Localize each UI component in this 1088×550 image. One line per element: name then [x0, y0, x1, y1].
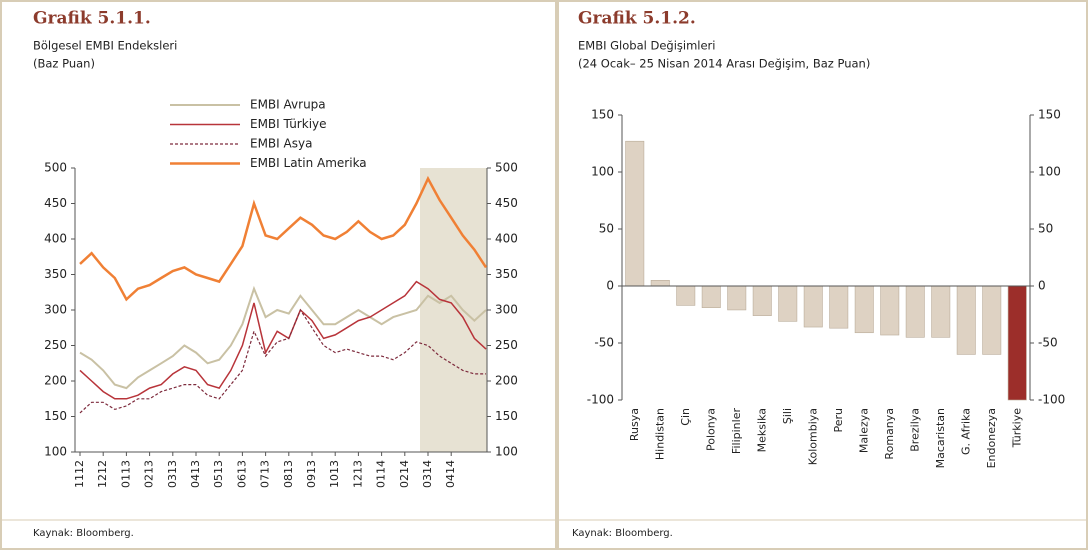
chart-title: Grafik 5.1.2.: [578, 9, 696, 29]
y2-tick-label: 100: [495, 445, 518, 459]
y-tick-label: 350: [44, 267, 67, 281]
y2-tick-label: 350: [495, 267, 518, 281]
series-line: [79, 280, 487, 400]
bar: [752, 285, 772, 316]
bar: [982, 285, 1002, 355]
x-tick-label: Polonya: [704, 408, 717, 451]
bar: [931, 285, 951, 338]
x-tick-label: 0613: [235, 460, 248, 488]
x-tick-label: 0414: [444, 460, 457, 488]
unit-note: (24 Ocak– 25 Nisan 2014 Arası Değişim, B…: [578, 57, 870, 71]
bar: [1007, 285, 1027, 401]
x-tick-label: 0313: [166, 460, 179, 488]
y-tick-label: 250: [44, 338, 67, 352]
x-tick-label: 1112: [73, 460, 86, 488]
source-note: Kaynak: Bloomberg.: [33, 528, 134, 539]
x-tick-label: Çin: [679, 408, 692, 426]
bar: [701, 285, 721, 308]
source-note: Kaynak: Bloomberg.: [572, 528, 673, 539]
y2-tick-label: -100: [1038, 393, 1065, 407]
y-tick-label: -100: [587, 393, 614, 407]
y2-tick-label: 50: [1038, 222, 1053, 236]
chart-title: Grafik 5.1.1.: [33, 9, 151, 29]
legend-label: EMBI Türkiye: [250, 117, 327, 131]
y-tick-label: 300: [44, 303, 67, 317]
y-tick-label: 0: [606, 279, 614, 293]
legend-label: EMBI Latin Amerika: [250, 156, 367, 170]
x-tick-label: Peru: [832, 408, 845, 433]
x-tick-label: 0813: [282, 460, 295, 488]
x-tick-label: Şili: [781, 408, 794, 424]
x-tick-label: 0713: [259, 460, 272, 488]
x-tick-label: 1013: [328, 460, 341, 488]
y2-tick-label: 200: [495, 374, 518, 388]
x-tick-label: Filipinler: [730, 408, 743, 455]
x-tick-label: Romanya: [883, 408, 896, 460]
y2-tick-label: 250: [495, 338, 518, 352]
bar: [854, 285, 874, 334]
x-tick-label: Macaristan: [934, 408, 947, 468]
y-tick-label: 200: [44, 374, 67, 388]
x-tick-label: Kolombiya: [806, 408, 819, 465]
x-tick-label: 0213: [143, 460, 156, 488]
y2-tick-label: 0: [1038, 279, 1046, 293]
bar: [905, 285, 925, 338]
bar: [829, 285, 849, 329]
bar: [676, 285, 696, 306]
y2-tick-label: 450: [495, 196, 518, 210]
series-line: [79, 308, 486, 414]
bar: [880, 285, 900, 336]
bar: [727, 285, 747, 311]
x-tick-label: Türkiye: [1010, 408, 1023, 449]
series-line: [79, 285, 487, 390]
y-tick-label: 150: [44, 409, 67, 423]
legend-label: EMBI Avrupa: [250, 98, 326, 112]
bar: [778, 285, 798, 322]
x-tick-label: 1213: [351, 460, 364, 488]
y2-tick-label: 150: [1038, 108, 1061, 122]
x-tick-label: 1212: [96, 460, 109, 488]
bar: [956, 285, 976, 355]
y-tick-label: 50: [599, 222, 614, 236]
y2-tick-label: 400: [495, 232, 518, 246]
y-tick-label: 400: [44, 232, 67, 246]
x-tick-label: 0114: [375, 460, 388, 488]
bar: [625, 140, 645, 287]
y2-tick-label: 100: [1038, 165, 1061, 179]
y-tick-label: 500: [44, 161, 67, 175]
x-tick-label: 0214: [398, 460, 411, 488]
x-tick-label: Malezya: [857, 408, 870, 453]
bar: [803, 285, 823, 328]
x-tick-label: Rusya: [628, 408, 641, 441]
bar: [650, 279, 670, 287]
x-tick-label: Meksika: [755, 408, 768, 452]
y-tick-label: 450: [44, 196, 67, 210]
highlight-period: [420, 168, 487, 452]
x-tick-label: 0913: [305, 460, 318, 488]
y2-tick-label: 300: [495, 303, 518, 317]
y-tick-label: 100: [44, 445, 67, 459]
x-tick-label: 0113: [119, 460, 132, 488]
y-tick-label: -50: [594, 336, 614, 350]
x-tick-label: 0314: [421, 460, 434, 488]
x-tick-label: G. Afrika: [959, 408, 972, 455]
x-tick-label: 0413: [189, 460, 202, 488]
legend-label: EMBI Asya: [250, 137, 312, 151]
x-tick-label: Brezilya: [908, 408, 921, 452]
chart-subtitle: Bölgesel EMBI Endeksleri: [33, 39, 177, 53]
x-tick-label: Hindistan: [653, 408, 666, 460]
unit-note: (Baz Puan): [33, 57, 95, 71]
y2-tick-label: -50: [1038, 336, 1058, 350]
y-tick-label: 100: [591, 165, 614, 179]
y2-tick-label: 500: [495, 161, 518, 175]
x-tick-label: Endonezya: [985, 408, 998, 468]
y-tick-label: 150: [591, 108, 614, 122]
series-line: [79, 175, 488, 302]
y2-tick-label: 150: [495, 409, 518, 423]
x-tick-label: 0513: [212, 460, 225, 488]
chart-subtitle: EMBI Global Değişimleri: [578, 39, 715, 53]
